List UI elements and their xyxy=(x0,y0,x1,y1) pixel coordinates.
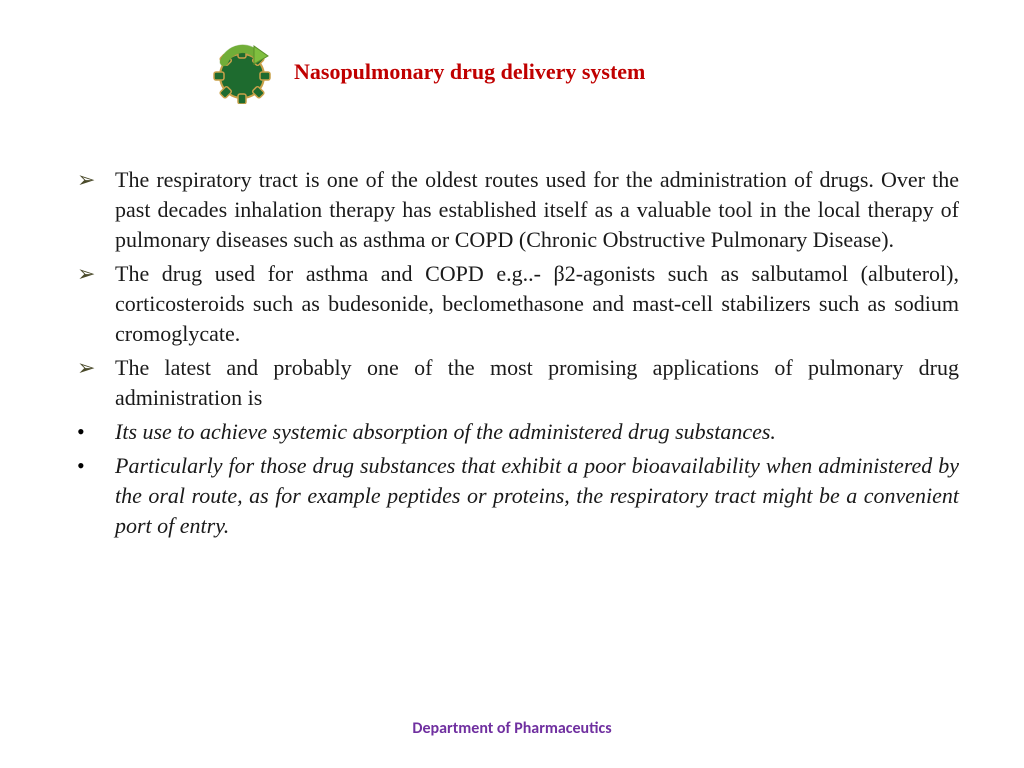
bullet-item: •Its use to achieve systemic absorption … xyxy=(75,417,959,447)
arrow-bullet-icon: ➢ xyxy=(75,353,115,383)
bullet-text: The latest and probably one of the most … xyxy=(115,353,959,413)
arrow-bullet-icon: ➢ xyxy=(75,165,115,195)
slide-header: Nasopulmonary drug delivery system xyxy=(210,40,645,104)
dot-bullet-icon: • xyxy=(75,417,115,447)
bullet-item: ➢The drug used for asthma and COPD e.g..… xyxy=(75,259,959,349)
logo-icon xyxy=(210,40,274,104)
slide-body: ➢The respiratory tract is one of the old… xyxy=(75,165,959,545)
slide-footer: Department of Pharmaceutics xyxy=(0,719,1024,738)
arrow-bullet-icon: ➢ xyxy=(75,259,115,289)
bullet-item: ➢The respiratory tract is one of the old… xyxy=(75,165,959,255)
dot-bullet-icon: • xyxy=(75,451,115,481)
bullet-text: Its use to achieve systemic absorption o… xyxy=(115,417,959,447)
bullet-item: •Particularly for those drug substances … xyxy=(75,451,959,541)
bullet-text: The respiratory tract is one of the olde… xyxy=(115,165,959,255)
bullet-item: ➢The latest and probably one of the most… xyxy=(75,353,959,413)
bullet-text: The drug used for asthma and COPD e.g..-… xyxy=(115,259,959,349)
bullet-text: Particularly for those drug substances t… xyxy=(115,451,959,541)
slide-title: Nasopulmonary drug delivery system xyxy=(294,59,645,85)
